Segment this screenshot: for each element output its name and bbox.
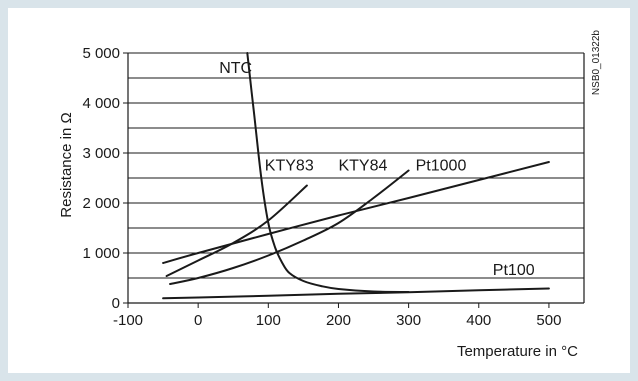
series-labels: NTC KTY83 KTY84 Pt1000 Pt100 (219, 60, 535, 279)
y-tick-label-2: 2 000 (82, 195, 120, 212)
series-lines (162, 52, 550, 300)
grid (127, 52, 585, 304)
x-tick-label-3: 200 (326, 312, 351, 329)
x-tick-label-0: -100 (113, 312, 143, 329)
series-label-kty83: KTY83 (265, 158, 314, 175)
series-label-pt1000: Pt1000 (416, 158, 467, 175)
y-tick-label-3: 3 000 (82, 145, 120, 162)
y-tick-label-1: 1 000 (82, 245, 120, 262)
series-label-ntc: NTC (219, 60, 252, 77)
x-tick-label-5: 400 (466, 312, 491, 329)
y-tick-label-4: 4 000 (82, 95, 120, 112)
y-axis-label: Resistance in Ω (58, 112, 75, 217)
x-tick-label-2: 100 (256, 312, 281, 329)
series-label-kty84: KTY84 (338, 158, 387, 175)
x-axis-label: Temperature in °C (457, 343, 578, 360)
series-line-pt1000 (162, 161, 550, 264)
series-line-kty84 (169, 169, 410, 285)
x-tick-label-4: 300 (396, 312, 421, 329)
x-tick-label-6: 500 (536, 312, 561, 329)
series-line-pt100 (162, 287, 550, 300)
x-tick-label-1: 0 (194, 312, 202, 329)
y-tick-label-5: 5 000 (82, 45, 120, 62)
chart-panel (8, 8, 630, 373)
y-tick-label-0: 0 (112, 295, 120, 312)
series-line-ntc (246, 52, 410, 293)
figure-id: NSB0_01322b (591, 30, 602, 95)
series-label-pt100: Pt100 (493, 262, 535, 279)
